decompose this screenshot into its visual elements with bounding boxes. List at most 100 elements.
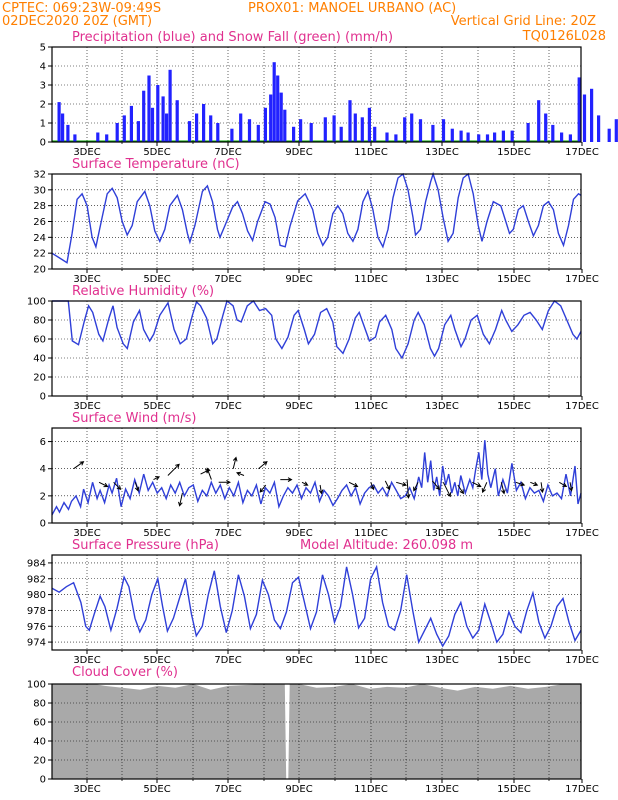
wind-arrow bbox=[384, 480, 391, 491]
x-tick-label: 7DEC bbox=[214, 401, 241, 412]
precip-bar bbox=[360, 117, 364, 142]
wind-arrow bbox=[134, 482, 140, 492]
wind-arrow bbox=[568, 482, 574, 492]
x-tick-label: 17DEC bbox=[565, 655, 599, 666]
wind-arrow bbox=[396, 481, 407, 487]
precip-bar bbox=[105, 134, 109, 142]
precip-bar bbox=[279, 92, 283, 142]
precip-bar bbox=[353, 113, 357, 142]
header-model-code: TQ0126L028 bbox=[522, 29, 606, 44]
x-tick-label: 7DEC bbox=[214, 274, 241, 285]
y-tick-label: 978 bbox=[27, 606, 46, 617]
y-tick-label: 0 bbox=[40, 392, 46, 403]
precip-bar bbox=[466, 132, 470, 142]
panel-title: Precipitation (blue) and Snow Fall (gree… bbox=[72, 30, 393, 45]
series-line bbox=[51, 440, 582, 516]
precip-bar bbox=[147, 75, 151, 142]
wind-arrow bbox=[153, 476, 161, 481]
precip-bar bbox=[537, 100, 541, 142]
x-tick-label: 9DEC bbox=[285, 401, 312, 412]
y-tick-label: 20 bbox=[33, 756, 46, 767]
panel-title: Surface Pressure (hPa) bbox=[72, 538, 219, 553]
wind-arrow bbox=[258, 461, 268, 470]
x-tick-label: 15DEC bbox=[497, 655, 531, 666]
panel-annotation: Model Altitude: 260.098 m bbox=[300, 538, 473, 553]
precip-bar bbox=[66, 124, 70, 142]
x-tick-label: 15DEC bbox=[497, 147, 531, 158]
precip-bar bbox=[544, 113, 548, 142]
panel-3: 0 20 40 60 80 100 3DEC 5DEC 7DEC 9DEC 11DEC 13DEC 15… bbox=[27, 284, 599, 412]
y-tick-label: 80 bbox=[33, 316, 46, 327]
wind-arrow bbox=[73, 461, 85, 470]
precip-bar bbox=[431, 124, 435, 142]
y-tick-label: 6 bbox=[40, 437, 46, 448]
x-tick-label: 13DEC bbox=[425, 784, 459, 795]
panel-frame bbox=[51, 300, 582, 397]
wind-arrow bbox=[301, 481, 309, 486]
precip-bar bbox=[129, 105, 133, 142]
precip-bar bbox=[168, 69, 172, 142]
header-grid-note: Vertical Grid Line: 20Z bbox=[451, 14, 596, 29]
wind-arrow bbox=[167, 463, 180, 476]
x-tick-label: 15DEC bbox=[497, 784, 531, 795]
series-line bbox=[51, 564, 582, 648]
precip-bar bbox=[276, 75, 280, 142]
wind-arrow bbox=[413, 482, 419, 492]
precip-bar bbox=[582, 94, 587, 142]
x-tick-label: 5DEC bbox=[143, 528, 170, 539]
y-tick-label: 3 bbox=[40, 81, 46, 92]
wind-arrow bbox=[98, 481, 109, 488]
y-tick-label: 980 bbox=[27, 590, 46, 601]
x-tick-label: 3DEC bbox=[73, 528, 100, 539]
y-tick-label: 60 bbox=[33, 718, 46, 729]
precip-bar bbox=[61, 113, 65, 142]
wind-arrow bbox=[405, 479, 411, 499]
y-tick-label: 4 bbox=[40, 62, 46, 73]
x-tick-label: 17DEC bbox=[565, 147, 599, 158]
wind-arrow bbox=[432, 480, 441, 491]
precip-bar bbox=[136, 121, 140, 142]
x-tick-label: 5DEC bbox=[143, 784, 170, 795]
x-tick-label: 7DEC bbox=[214, 655, 241, 666]
y-tick-label: 974 bbox=[27, 638, 46, 649]
wind-arrow bbox=[348, 481, 359, 488]
x-tick-label: 7DEC bbox=[214, 147, 241, 158]
wind-arrow bbox=[178, 492, 183, 507]
x-tick-label: 17DEC bbox=[565, 401, 599, 412]
x-tick-label: 15DEC bbox=[497, 274, 531, 285]
precip-bar bbox=[485, 134, 490, 142]
panel-title: Surface Wind (m/s) bbox=[72, 411, 196, 426]
panel-title: Surface Temperature (nC) bbox=[72, 157, 240, 172]
wind-arrow bbox=[259, 484, 267, 493]
y-tick-label: 2 bbox=[40, 100, 46, 111]
x-tick-label: 13DEC bbox=[425, 274, 459, 285]
x-tick-label: 11DEC bbox=[354, 147, 388, 158]
cloud-cover-area bbox=[52, 684, 581, 779]
precip-bar bbox=[57, 102, 61, 142]
precip-bar bbox=[410, 113, 414, 142]
precip-bar bbox=[560, 132, 564, 142]
precip-bar bbox=[339, 126, 343, 142]
precip-bar bbox=[510, 130, 514, 142]
x-tick-label: 11DEC bbox=[354, 274, 388, 285]
y-tick-label: 30 bbox=[33, 185, 46, 196]
wind-arrow bbox=[113, 481, 122, 491]
precip-bar bbox=[590, 88, 594, 142]
precip-bar bbox=[394, 134, 398, 142]
precip-bar bbox=[142, 90, 146, 142]
precip-bar bbox=[568, 134, 572, 142]
precip-bar bbox=[441, 119, 446, 142]
precip-bar bbox=[450, 128, 454, 142]
precip-bar bbox=[202, 104, 206, 142]
wind-arrow bbox=[280, 477, 293, 482]
wind-arrow bbox=[236, 471, 245, 477]
precip-bar bbox=[292, 126, 296, 142]
y-tick-label: 20 bbox=[33, 265, 46, 276]
x-tick-label: 5DEC bbox=[143, 147, 170, 158]
wind-arrow bbox=[472, 481, 482, 488]
wind-arrow bbox=[559, 481, 568, 488]
precip-bar bbox=[614, 119, 618, 142]
precip-bar bbox=[385, 132, 389, 142]
precip-bar bbox=[175, 100, 179, 142]
